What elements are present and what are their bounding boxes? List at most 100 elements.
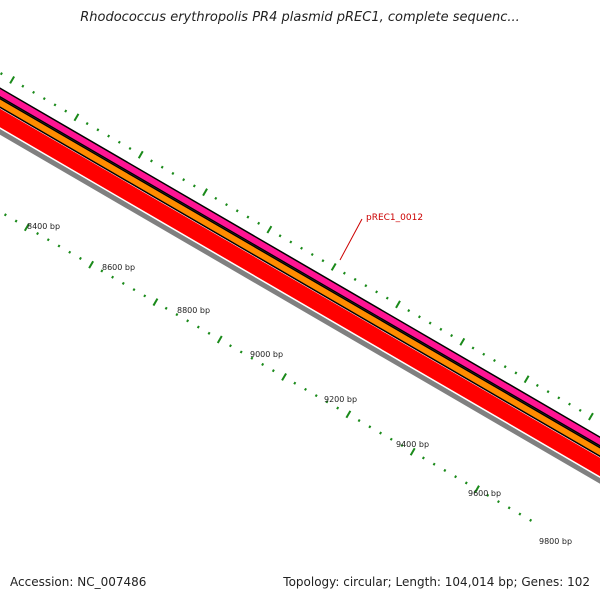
ruler-tick <box>395 300 401 309</box>
ruler-tick <box>214 196 218 200</box>
ruler-tick <box>246 215 250 219</box>
ruler-tick <box>557 396 561 400</box>
ruler-tick <box>57 244 61 248</box>
ruler-tick <box>523 375 530 384</box>
feature-track-pink[interactable] <box>0 63 600 472</box>
ruler-tick <box>239 350 243 354</box>
ruler-tick <box>78 256 82 261</box>
ruler-tick <box>535 383 539 387</box>
ruler-tick <box>196 325 200 329</box>
ruler-tick <box>364 284 368 288</box>
feature-track-orange[interactable] <box>0 71 600 480</box>
ruler-tick <box>389 437 393 441</box>
ruler-tick <box>578 408 582 412</box>
ruler-tick <box>152 298 159 307</box>
ruler-tick <box>400 443 404 448</box>
ruler-tick <box>216 335 223 344</box>
feature-track-red[interactable] <box>0 82 600 491</box>
ruler-tick <box>278 234 282 238</box>
ruler-tick <box>257 221 261 225</box>
bp-label: 8400 bp <box>27 222 60 231</box>
ruler-tick <box>261 362 265 366</box>
ruler-tick <box>293 381 297 385</box>
ruler-tick <box>207 331 211 335</box>
ruler-tick <box>271 369 275 373</box>
ruler-tick <box>503 365 507 369</box>
bp-label: 9800 bp <box>539 537 572 546</box>
ruler-tick <box>160 165 164 169</box>
ruler-tick <box>421 456 425 460</box>
ruler-tick <box>175 313 179 317</box>
ruler-tick <box>353 277 357 281</box>
feature-track-gray[interactable] <box>0 93 600 502</box>
ruler-tick <box>432 462 436 466</box>
gene-label[interactable]: pREC1_0012 <box>366 213 423 223</box>
ruler-tick <box>150 159 153 163</box>
ruler-tick <box>482 352 486 356</box>
ruler-tick <box>36 231 40 236</box>
ruler-tick <box>546 390 550 394</box>
bp-label: 8600 bp <box>102 263 135 272</box>
bp-label: 9600 bp <box>468 489 501 498</box>
ruler-tick <box>428 321 432 325</box>
ruler-tick <box>64 109 68 113</box>
ruler-tick <box>486 493 490 497</box>
ruler-tick <box>3 213 7 217</box>
ruler-tick <box>304 387 307 391</box>
ruler-tick <box>342 271 346 275</box>
feature-tracks <box>0 63 600 502</box>
ruler-tick <box>325 400 329 404</box>
ruler-tick <box>132 288 136 292</box>
ruler-tick <box>439 327 443 331</box>
ruler-tick <box>117 140 121 144</box>
ruler-tick <box>368 425 372 429</box>
ruler-tick <box>493 358 496 363</box>
ruler-tick <box>164 306 168 310</box>
ruler-tick <box>32 90 36 94</box>
ruler-tick <box>229 344 232 348</box>
ruler-tick <box>73 113 80 122</box>
ruler-tick <box>137 150 144 159</box>
ruler-tick <box>96 128 100 132</box>
ruler-tick <box>459 337 466 346</box>
ruler-tick <box>321 259 325 263</box>
ruler-tick <box>121 281 125 285</box>
ruler-tick <box>496 500 500 504</box>
accession-label: Accession: NC_007486 <box>10 575 147 589</box>
gene-leader-line <box>339 218 363 261</box>
bp-label: 9400 bp <box>396 440 429 449</box>
ruler-tick <box>128 146 132 151</box>
ruler-tick <box>143 294 147 298</box>
ruler-tick <box>281 372 287 381</box>
ruler-tick <box>588 412 594 421</box>
ruler-tick <box>0 72 3 76</box>
ruler-tick <box>53 103 57 107</box>
ruler-tick <box>514 371 518 375</box>
ruler-tick <box>474 485 480 494</box>
ruler-tick <box>250 356 254 360</box>
ruler-tick <box>417 315 421 319</box>
ruler-tick <box>107 134 111 138</box>
ruler-tick <box>235 209 239 213</box>
topology-summary: Topology: circular; Length: 104,014 bp; … <box>283 575 590 589</box>
ruler-tick <box>85 122 89 126</box>
ruler-tick <box>111 275 115 279</box>
ruler-tick <box>464 481 468 485</box>
outer-ruler-ticks <box>0 72 594 421</box>
ruler-tick <box>345 410 352 419</box>
ruler-tick <box>471 346 475 350</box>
ruler-tick <box>454 475 458 479</box>
ruler-tick <box>375 290 379 294</box>
ruler-tick <box>443 468 447 472</box>
ruler-tick <box>529 518 533 522</box>
ruler-tick <box>46 238 50 242</box>
ruler-tick <box>192 184 196 188</box>
ruler-tick <box>310 252 314 257</box>
bp-scale-labels: 8400 bp 8600 bp 8800 bp 9000 bp 9200 bp 9400 … <box>27 222 572 546</box>
ruler-tick <box>23 223 30 232</box>
bp-label: 8800 bp <box>177 306 210 315</box>
ruler-tick <box>300 246 304 250</box>
ruler-tick <box>100 269 104 273</box>
ruler-tick <box>186 319 190 323</box>
